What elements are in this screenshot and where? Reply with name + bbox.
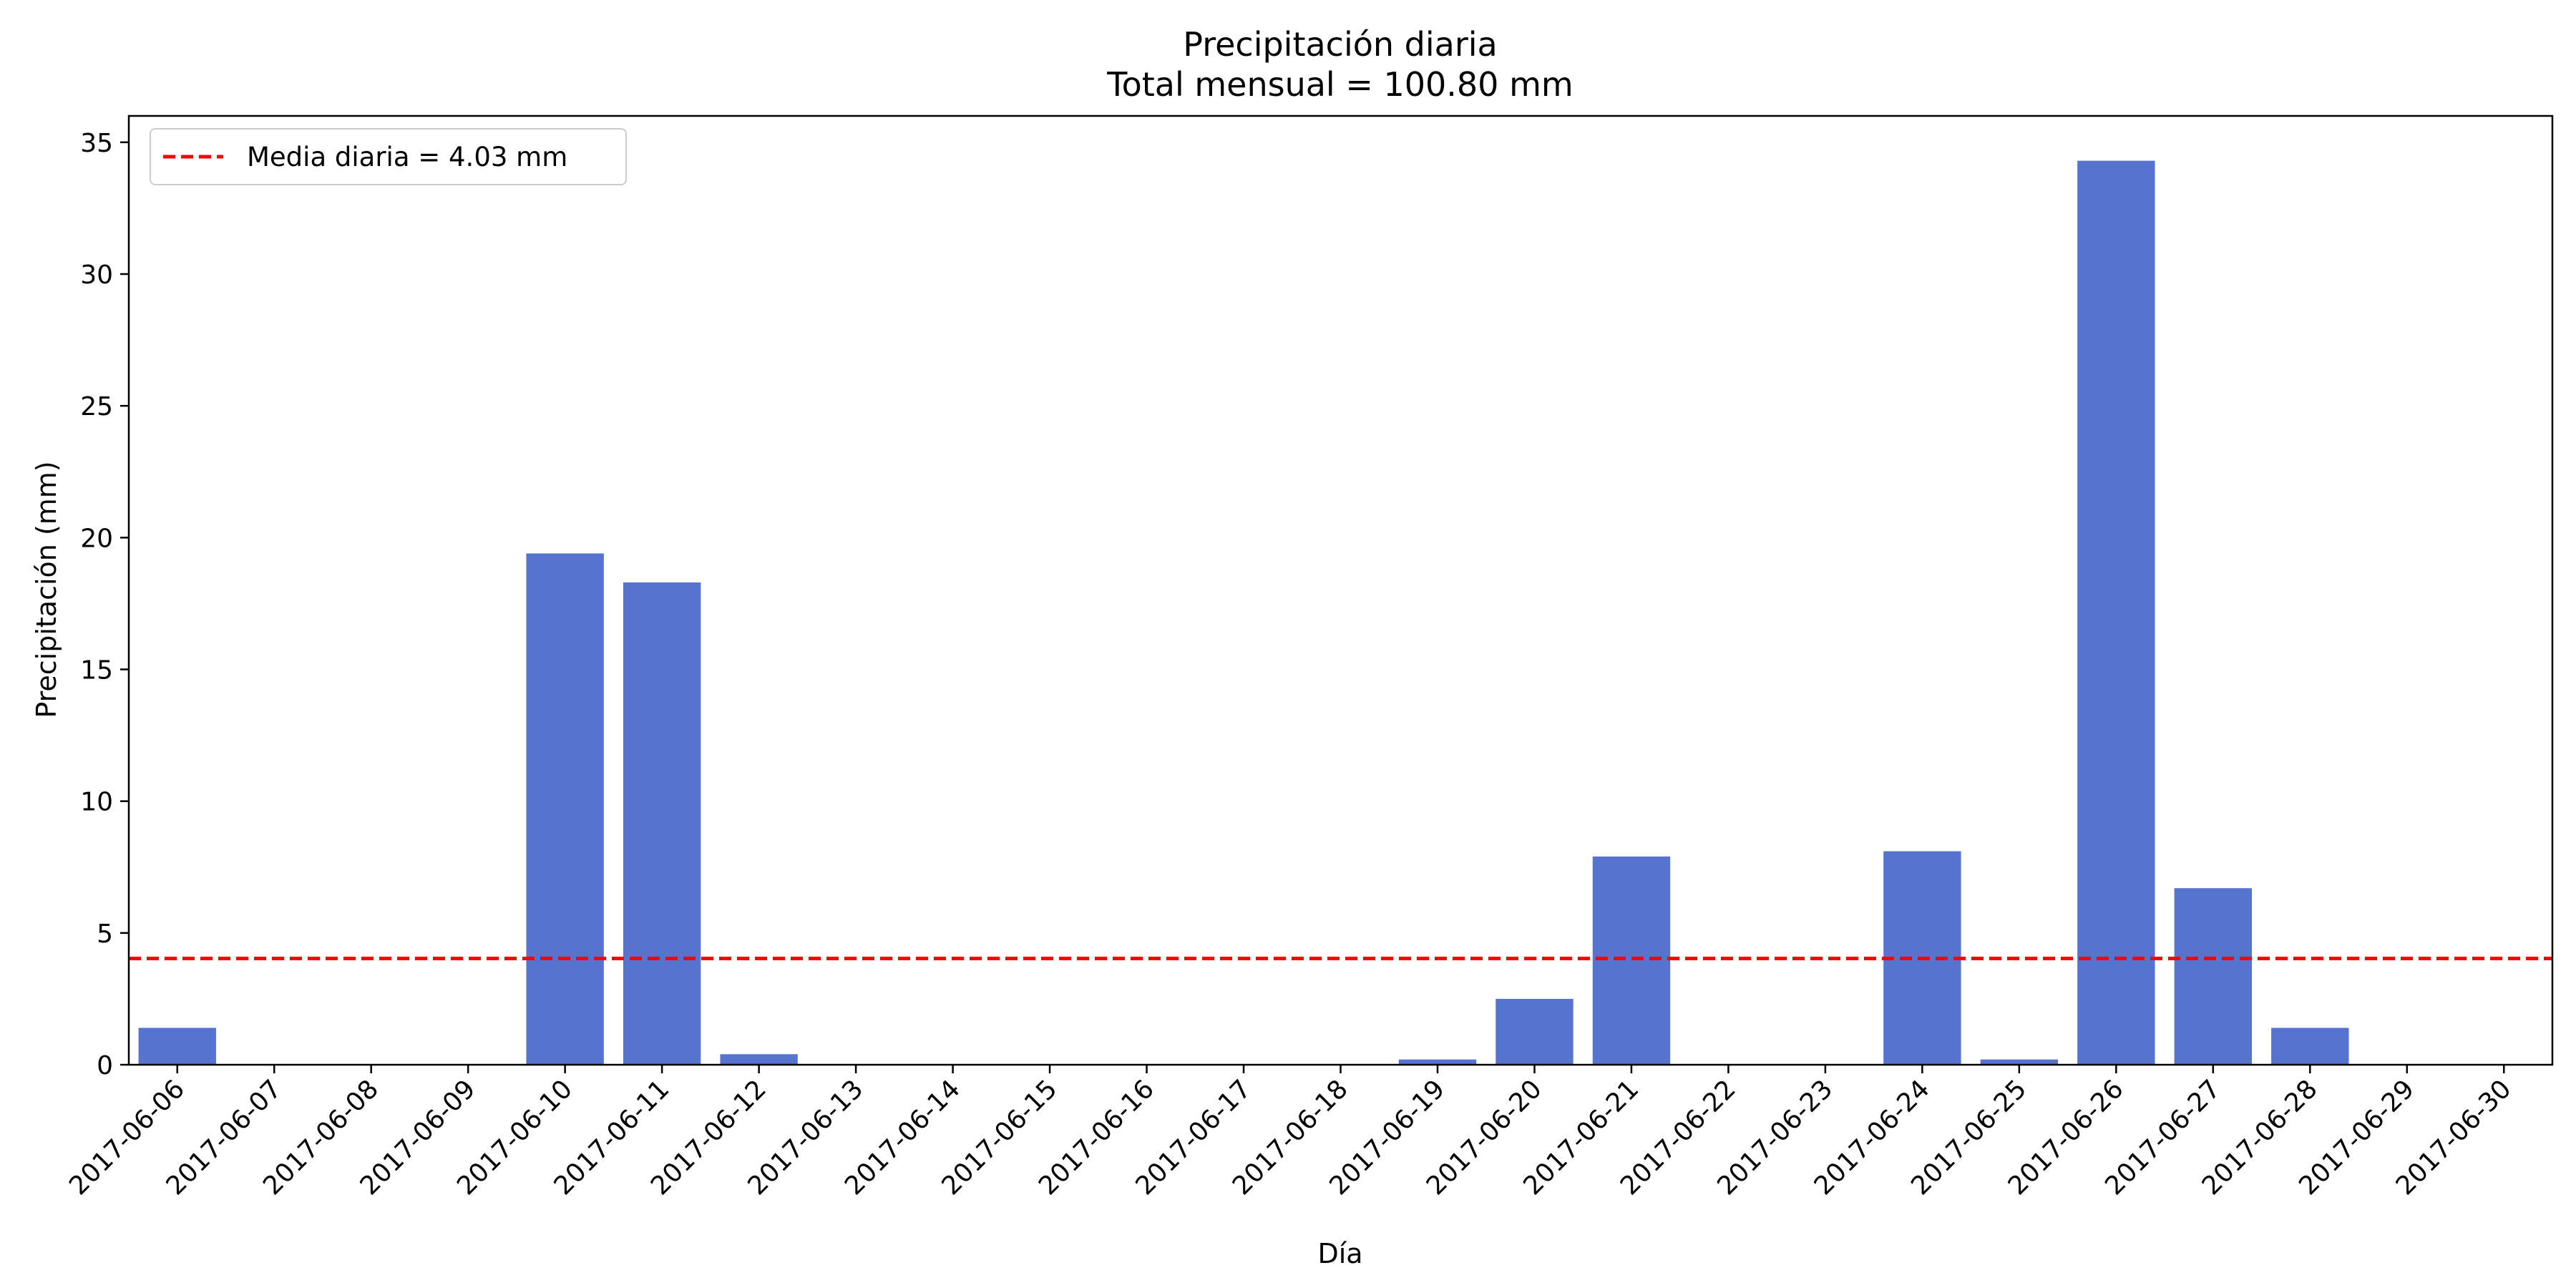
chart-subtitle: Total mensual = 100.80 mm — [1106, 65, 1573, 104]
bar-2017-06-25 — [1980, 1059, 2059, 1065]
bar-2017-06-12 — [720, 1054, 798, 1065]
y-tick-label: 0 — [97, 1051, 113, 1080]
legend-label: Media diaria = 4.03 mm — [247, 142, 567, 172]
y-tick-label: 20 — [80, 524, 113, 553]
y-axis: 0 5 10 15 20 25 30 35 — [80, 129, 129, 1080]
bar-2017-06-21 — [1592, 857, 1671, 1065]
plot-frame — [127, 114, 2554, 1066]
bars-layer — [138, 160, 2349, 1065]
legend: Media diaria = 4.03 mm — [150, 128, 627, 185]
y-tick-label: 25 — [80, 392, 113, 421]
y-tick-label: 5 — [97, 919, 113, 949]
y-tick-label: 10 — [80, 788, 113, 817]
legend-box — [150, 128, 627, 185]
y-tick-label: 30 — [80, 260, 113, 290]
x-axis-label: Día — [1317, 1238, 1362, 1269]
y-tick-label: 35 — [80, 129, 113, 158]
bar-2017-06-06 — [138, 1028, 216, 1065]
bar-2017-06-20 — [1496, 998, 1574, 1065]
bar-2017-06-27 — [2174, 888, 2253, 1065]
bar-2017-06-19 — [1398, 1059, 1477, 1065]
y-axis-label: Precipitación (mm) — [31, 461, 62, 718]
bar-2017-06-10 — [526, 553, 604, 1065]
y-tick-label: 15 — [80, 656, 113, 686]
bar-2017-06-11 — [623, 582, 701, 1065]
bar-2017-06-28 — [2271, 1028, 2349, 1065]
chart-title: Precipitación diaria — [1183, 25, 1497, 64]
bar-2017-06-26 — [2077, 160, 2155, 1065]
